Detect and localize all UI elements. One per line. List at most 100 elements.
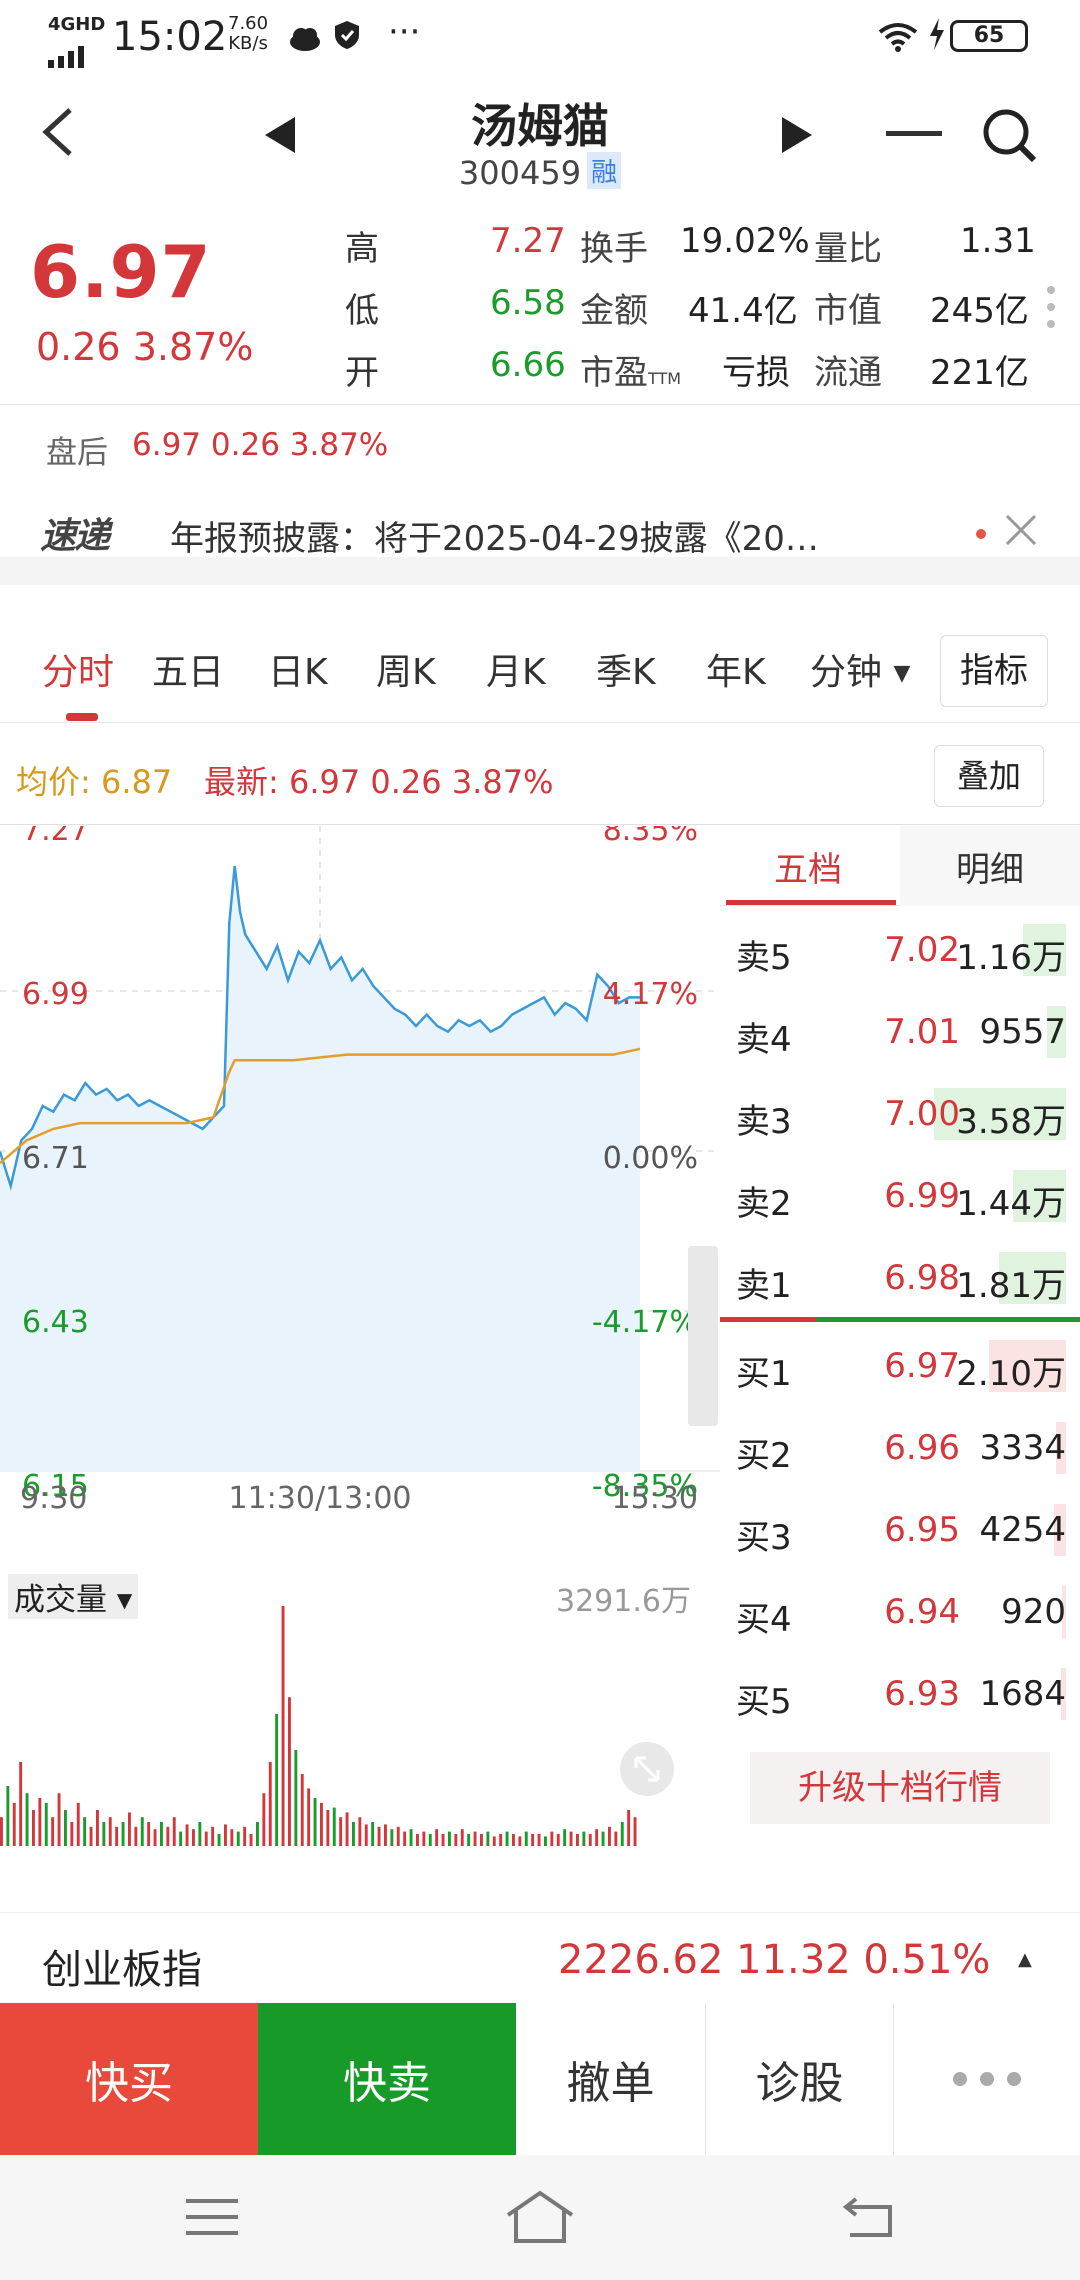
volume-bar — [192, 1829, 195, 1846]
diagnose-button[interactable]: 诊股 — [706, 2003, 894, 2155]
latest-price: 最新: 6.97 0.26 3.87% — [204, 763, 554, 801]
ask-level-price: 6.99 — [884, 1176, 960, 1216]
tab-year-k[interactable]: 年K — [706, 652, 766, 693]
cancel-order-button[interactable]: 撤单 — [516, 2003, 706, 2155]
volume-bar — [44, 1802, 48, 1846]
overlay-button[interactable]: 叠加 — [934, 745, 1044, 807]
active-depth-tab-indicator — [726, 900, 896, 905]
home-nav-button[interactable] — [504, 2189, 576, 2249]
volume-bar — [377, 1826, 381, 1846]
ask-level-row[interactable]: 卖3 7.00 3.58万 — [720, 1074, 1080, 1156]
next-stock-button[interactable] — [772, 110, 822, 160]
volume-bar — [294, 1750, 298, 1846]
tab-details[interactable]: 明细 — [956, 850, 1024, 890]
volume-bar — [249, 1834, 253, 1846]
volume-bar — [108, 1817, 112, 1846]
last-price: 6.97 — [30, 230, 212, 314]
volume-selector[interactable]: 成交量 ▼ — [8, 1574, 139, 1619]
float-cap-value: 221亿 — [930, 353, 1029, 393]
minimize-button[interactable] — [884, 114, 944, 154]
bid-level-row[interactable]: 买4 6.94 920 — [720, 1572, 1080, 1654]
search-button[interactable] — [978, 104, 1042, 168]
tab-day-k[interactable]: 日K — [268, 652, 328, 693]
x-axis-label: 15:30 — [612, 1481, 698, 1516]
volume-bar — [32, 1810, 35, 1846]
tab-intraday[interactable]: 分时 — [42, 652, 115, 693]
bid-level-label: 买3 — [736, 1518, 792, 1558]
upgrade-ten-levels-button[interactable]: 升级十档行情 — [750, 1752, 1050, 1824]
ask-level-price: 7.02 — [884, 930, 960, 970]
margin-badge: 融 — [587, 152, 622, 189]
bid-level-price: 6.93 — [884, 1674, 960, 1714]
bid-level-row[interactable]: 买3 6.95 4254 — [720, 1490, 1080, 1572]
x-axis-label: 9:30 — [20, 1481, 87, 1516]
volume-bar — [460, 1829, 464, 1846]
after-hours-label: 盘后 — [46, 435, 108, 471]
news-ticker[interactable]: 速递 年报预披露：将于2025-04-29披露《20… — [0, 485, 1080, 585]
more-dots-icon — [953, 2072, 1021, 2086]
volume-bar — [217, 1834, 221, 1846]
bid-level-row[interactable]: 买5 6.93 1684 — [720, 1654, 1080, 1736]
quick-buy-button[interactable]: 快买 — [0, 2003, 258, 2155]
ask-level-row[interactable]: 卖5 7.02 1.16万 — [720, 910, 1080, 992]
volume-bar — [454, 1834, 458, 1846]
tab-five-levels[interactable]: 五档 — [774, 850, 842, 890]
ask-level-row[interactable]: 卖4 7.01 9557 — [720, 992, 1080, 1074]
bid-level-row[interactable]: 买2 6.96 3334 — [720, 1408, 1080, 1490]
price-line — [0, 865, 640, 1191]
close-notice-button[interactable] — [1004, 513, 1038, 551]
volume-bar — [416, 1834, 419, 1846]
notice-text: 年报预披露：将于2025-04-29披露《20… — [170, 519, 819, 559]
more-dots-icon[interactable] — [1046, 285, 1056, 333]
return-icon — [842, 2197, 892, 2237]
back-nav-button[interactable] — [842, 2193, 894, 2243]
ask-level-row[interactable]: 卖2 6.99 1.44万 — [720, 1156, 1080, 1238]
minus-icon — [886, 131, 942, 136]
bid-volume-bar — [1062, 1586, 1066, 1638]
tab-quarter-k[interactable]: 季K — [596, 652, 656, 693]
y-axis-pct-label: -8.35% — [592, 1469, 698, 1504]
volume-ratio-label: 量比 — [814, 229, 882, 269]
tab-five-day[interactable]: 五日 — [152, 652, 225, 693]
index-value: 2226.62 11.32 0.51% — [558, 1937, 991, 1983]
menu-nav-button[interactable] — [186, 2197, 238, 2241]
float-cap-label: 流通 — [814, 353, 882, 393]
volume-bar — [441, 1834, 445, 1846]
bid-level-row[interactable]: 买1 6.97 2.10万 — [720, 1326, 1080, 1408]
ask-volume-bar — [1046, 1006, 1066, 1058]
quick-sell-button[interactable]: 快卖 — [258, 2003, 516, 2155]
volume-bar — [627, 1810, 631, 1846]
ask-level-row[interactable]: 卖1 6.98 1.81万 — [720, 1238, 1080, 1320]
tab-minute[interactable]: 分钟 ▼ — [810, 652, 911, 693]
volume-bars-svg — [0, 1606, 637, 1846]
spread-divider — [720, 1317, 1080, 1322]
volume-bar — [230, 1829, 234, 1846]
ask-level-label: 卖5 — [736, 938, 792, 978]
net-speed: 7.60 KB/s — [228, 13, 269, 54]
tab-week-k[interactable]: 周K — [376, 652, 436, 693]
index-ticker[interactable]: 创业板指 2226.62 11.32 0.51% ▲ — [0, 1912, 1080, 2017]
volume-bar — [524, 1831, 528, 1846]
intraday-summary: 均价: 6.87 最新: 6.97 0.26 3.87% 叠加 — [0, 725, 1080, 825]
back-button[interactable] — [28, 102, 88, 162]
volume-bar — [288, 1697, 291, 1846]
volume-bar — [102, 1822, 106, 1846]
intraday-chart[interactable]: 7.27 6.99 6.71 6.43 6.15 8.35% 4.17% 0.00% -4.17… — [0, 813, 720, 1516]
volume-bar — [467, 1834, 471, 1846]
expand-icon — [634, 1756, 660, 1782]
volume-bar — [544, 1836, 547, 1846]
home-icon — [506, 2190, 574, 2243]
indicator-button[interactable]: 指标 — [940, 635, 1048, 707]
prev-stock-button[interactable] — [255, 110, 305, 160]
bid-level-label: 买4 — [736, 1600, 792, 1640]
volume-bar — [0, 1817, 3, 1846]
volume-bar — [160, 1822, 163, 1846]
bid-level-price: 6.97 — [884, 1346, 960, 1386]
tab-month-k[interactable]: 月K — [486, 652, 546, 693]
volume-bar — [179, 1831, 183, 1846]
y-axis-pct-label: -4.17% — [592, 1305, 698, 1340]
open-value: 6.66 — [490, 345, 566, 385]
expand-chart-button[interactable] — [620, 1742, 674, 1796]
trade-actions: 快买 快卖 撤单 诊股 — [0, 2003, 1080, 2155]
more-actions-button[interactable] — [894, 2003, 1080, 2155]
